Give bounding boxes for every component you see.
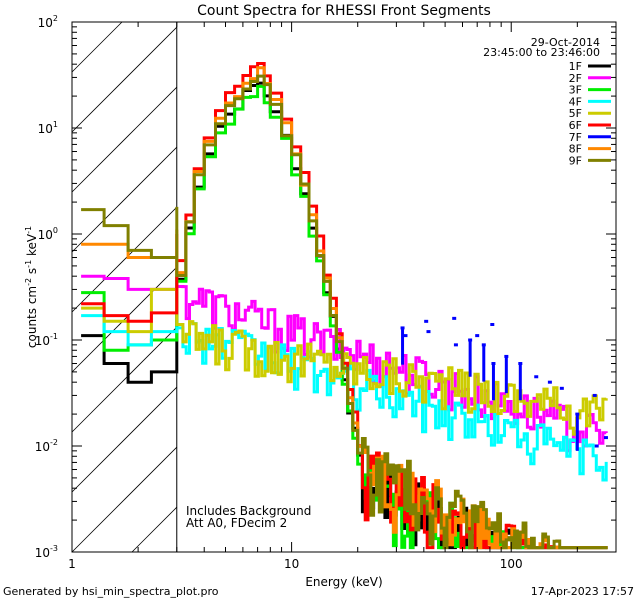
series-2F xyxy=(81,274,608,453)
series-5F xyxy=(81,287,608,436)
y-tick-label: 10-2 xyxy=(35,438,58,454)
series-7F xyxy=(400,316,608,451)
timestamp-label: 17-Apr-2023 17:57 xyxy=(531,585,634,598)
legend-label-3F: 3F xyxy=(569,84,582,97)
legend-label-4F: 4F xyxy=(569,95,582,108)
y-tick-label: 10-1 xyxy=(35,332,58,348)
legend-label-2F: 2F xyxy=(569,72,582,85)
annotation-attenuator: Att A0, FDecim 2 xyxy=(186,516,287,530)
plot-frame xyxy=(71,21,617,553)
annotation-background: Includes Background xyxy=(186,504,311,518)
hatch-line xyxy=(71,86,178,193)
hatch-line xyxy=(71,21,123,73)
hatch-line xyxy=(71,446,178,553)
hatch-line xyxy=(71,146,178,253)
time-range-label: 23:45:00 to 23:46:00 xyxy=(483,46,600,59)
series-9F xyxy=(81,74,608,550)
series-1F xyxy=(81,81,608,550)
legend-label-7F: 7F xyxy=(569,131,582,144)
series-6F xyxy=(81,62,608,550)
legend-label-5F: 5F xyxy=(569,107,582,120)
legend-label-9F: 9F xyxy=(569,154,582,167)
hatch-line xyxy=(71,386,178,493)
x-axis-title: Energy (keV) xyxy=(305,575,382,589)
hatch-line xyxy=(131,506,178,553)
x-tick-label: 10 xyxy=(284,557,299,571)
y-tick-label: 101 xyxy=(38,120,58,136)
hatch-line xyxy=(71,206,178,313)
excluded-region-hatch xyxy=(71,21,178,553)
series-lines xyxy=(81,62,608,550)
legend-label-8F: 8F xyxy=(569,143,582,156)
hatch-line xyxy=(71,26,178,133)
chart-title: Count Spectra for RHESSI Front Segments xyxy=(197,3,491,19)
x-tick-label: 1 xyxy=(68,557,76,571)
series-8F xyxy=(81,66,608,550)
hatch-line xyxy=(71,326,178,433)
y-tick-label: 100 xyxy=(38,226,58,242)
y-tick-label: 102 xyxy=(38,14,58,30)
generated-by-label: Generated by hsi_min_spectra_plot.pro xyxy=(3,585,219,598)
date-label: 29-Oct-2014 xyxy=(531,36,600,49)
y-axis-title: counts cm-2 s-1 keV-1 xyxy=(24,226,39,348)
legend-label-6F: 6F xyxy=(569,119,582,132)
y-tick-label: 10-3 xyxy=(35,544,58,560)
axis-labels: 1 10 100 10-3 10-2 10-1 100 101 102 xyxy=(35,14,523,571)
axis-ticks xyxy=(71,22,617,553)
legend-label-1F: 1F xyxy=(569,60,582,73)
x-tick-label: 100 xyxy=(500,557,523,571)
series-3F xyxy=(81,84,608,550)
hatch-line xyxy=(71,266,178,373)
